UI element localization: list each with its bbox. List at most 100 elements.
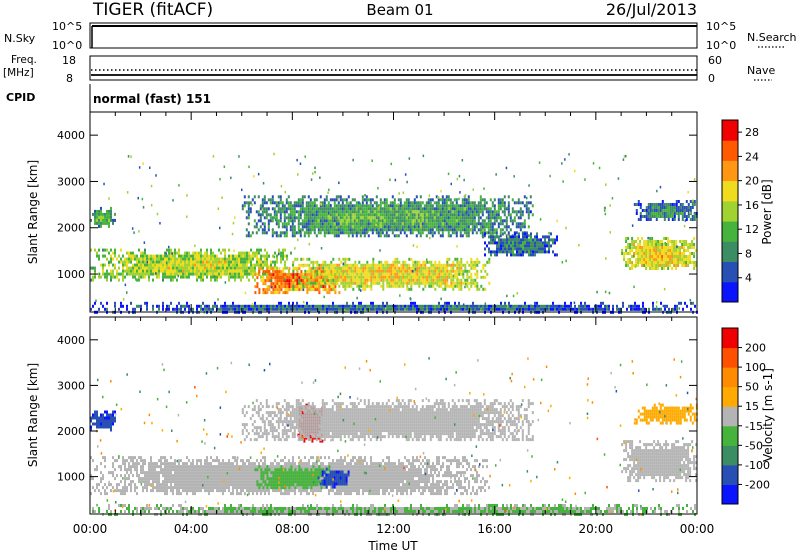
echo-cell [527,210,530,214]
echo-cell [516,241,518,245]
echo-cell [663,237,666,240]
echo-cell [204,263,206,267]
echo-cell [132,254,134,258]
echo-cell [274,276,277,280]
echo-cell [262,266,264,270]
echo-cell [309,219,312,223]
echo-cell [444,301,446,305]
echo-cell [134,269,136,273]
echo-cell [460,284,463,288]
echo-cell [387,207,390,211]
echo-cell [493,207,496,211]
echo-cell [162,254,164,258]
echo-cell [146,266,148,270]
echo-cell [305,213,308,217]
echo-cell [162,263,164,267]
echo-cell [170,260,172,264]
echo-cell [641,252,644,255]
echo-cell [192,257,194,261]
echo-cell [316,263,319,267]
echo-cell [297,213,300,217]
echo-cell [319,176,321,179]
echo-cell [673,252,676,255]
echo-cell [495,228,498,232]
echo-cell [462,304,464,308]
echo-cell [451,213,454,217]
echo-cell [493,204,496,208]
echo-cell [378,278,381,282]
echo-cell [273,216,276,220]
echo-cell [222,266,224,270]
echo-cell [339,207,342,211]
echo-cell [653,209,656,212]
echo-cell [404,272,407,276]
echo-cell [358,269,361,273]
echo-cell [564,158,566,161]
echo-cell [308,307,310,311]
echo-cell [530,307,532,311]
echo-cell [490,235,492,239]
echo-cell [346,275,349,279]
echo-cell [663,243,666,246]
echo-cell [330,285,333,289]
echo-cell [214,269,216,273]
echo-cell [500,250,502,254]
echo-cell [464,304,466,308]
echo-cell [288,285,291,289]
echo-cell [327,210,330,214]
echo-cell [691,203,694,206]
echo-cell [304,269,307,273]
echo-cell [365,204,368,208]
echo-cell [441,207,444,211]
echo-cell [383,216,386,220]
echo-cell [232,266,234,270]
echo-cell [266,270,269,274]
echo-cell [278,282,281,286]
echo-cell [319,210,322,214]
echo-cell [483,187,485,190]
echo-cell [376,263,379,267]
echo-cell [676,304,678,308]
echo-cell [412,263,415,267]
echo-cell [303,213,306,217]
echo-cell [269,213,272,217]
echo-cell [367,216,370,220]
echo-cell [521,210,524,214]
echo-cell [212,155,215,158]
echo-cell [460,269,463,273]
echo-cell [392,263,395,267]
echo-cell [144,269,146,273]
echo-cell [178,269,180,273]
echo-cell [450,272,453,276]
echo-cell [288,276,291,280]
echo-cell [156,272,158,276]
echo-cell [657,255,660,258]
echo-cell [385,219,388,223]
echo-cell [548,238,550,242]
echo-cell [461,210,464,214]
echo-cell [170,301,172,305]
echo-cell [102,304,104,308]
echo-cell [335,213,338,217]
echo-cell [367,204,370,208]
echo-cell [408,281,411,285]
echo-cell [415,207,418,211]
echo-cell [303,207,306,211]
echo-cell [202,266,204,270]
echo-cell [264,257,266,261]
echo-cell [391,204,394,208]
echo-cell [405,216,408,220]
echo-cell [429,216,432,220]
echo-cell [302,265,304,268]
echo-cell [484,307,486,311]
echo-cell [554,241,556,245]
echo-cell [198,266,200,270]
echo-cell [307,225,310,229]
echo-cell [270,291,273,295]
echo-cell [427,225,430,229]
echo-cell [674,307,676,311]
echo-cell [128,251,130,255]
echo-cell [315,219,318,223]
echo-cell [395,222,398,226]
echo-cell [332,304,334,308]
